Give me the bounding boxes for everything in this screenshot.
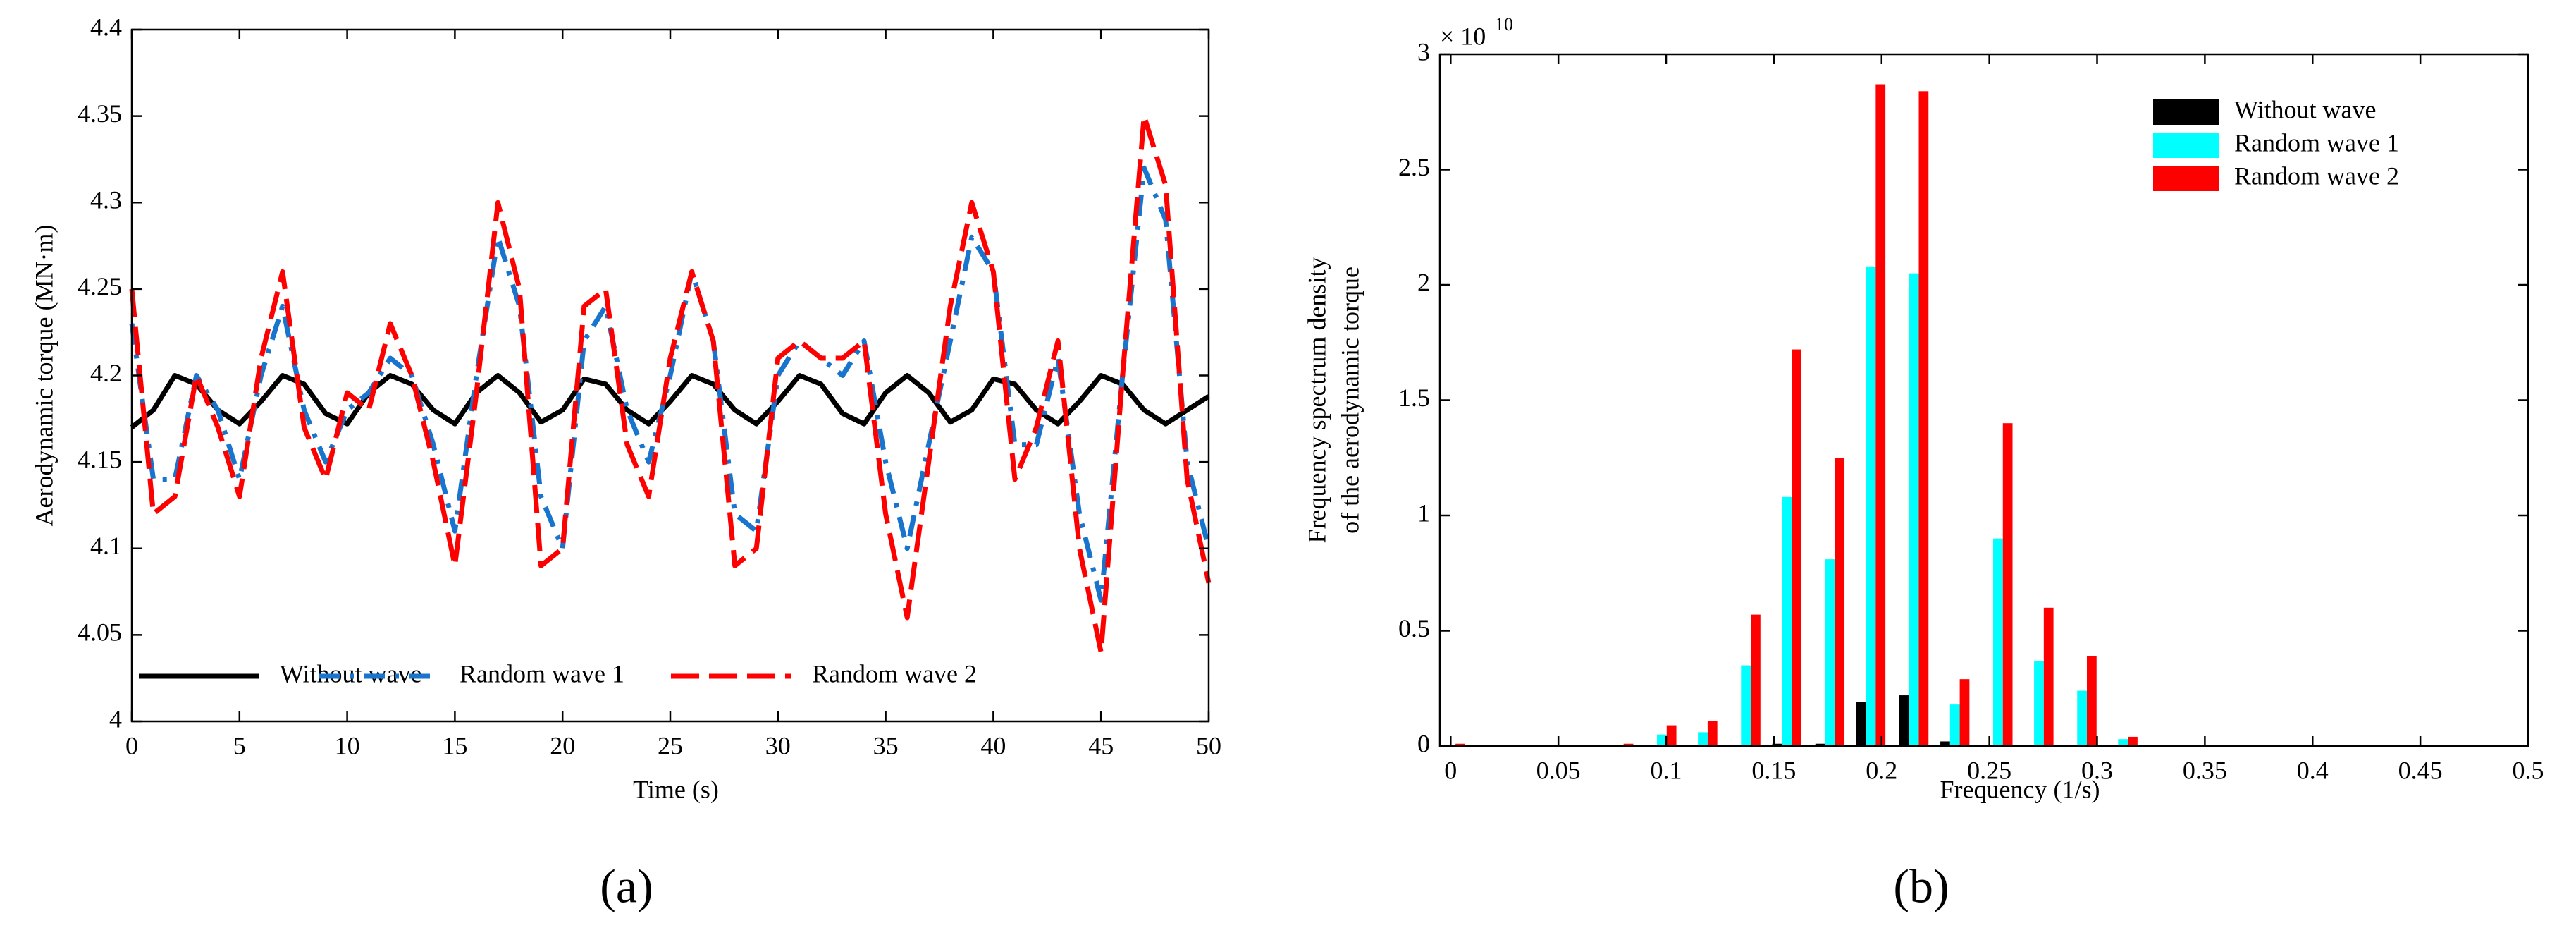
- y-tick-label: 4.3: [90, 186, 122, 214]
- legend-label: Random wave 1: [460, 659, 624, 688]
- y-tick-label: 4.15: [78, 445, 122, 473]
- x-tick-label: 0.25: [1967, 756, 2011, 784]
- bar: [2086, 656, 2097, 746]
- bar: [1835, 458, 1845, 746]
- bar: [2034, 661, 2044, 746]
- x-tick-label: 20: [550, 731, 575, 759]
- x-tick-label: 0.3: [2081, 756, 2113, 784]
- bar: [1792, 349, 1801, 746]
- x-tick-label: 25: [658, 731, 683, 759]
- bar: [1666, 725, 1677, 746]
- x-tick-label: 0.35: [2183, 756, 2227, 784]
- bar: [1949, 704, 1960, 746]
- y-tick-label: 1: [1417, 499, 1430, 527]
- x-tick-label: 0.05: [1536, 756, 1581, 784]
- x-tick-label: 5: [233, 731, 246, 759]
- bar: [1741, 665, 1751, 746]
- x-tick-label: 35: [873, 731, 899, 759]
- legend: Without wave Random wave 1 Random wave 2: [2153, 95, 2399, 191]
- x-tick-label: 0.4: [2297, 756, 2329, 784]
- y-tick-label: 0.5: [1398, 614, 1430, 642]
- y-tick-label: 4: [109, 704, 122, 733]
- bar: [1751, 614, 1761, 746]
- caption: (a): [600, 860, 653, 913]
- legend-label: Random wave 2: [2234, 161, 2399, 190]
- x-tick-label: 10: [335, 731, 360, 759]
- legend-label: Random wave 1: [2234, 128, 2399, 157]
- x-tick-label: 0: [1444, 756, 1457, 784]
- axis-multiplier: × 10: [1440, 22, 1486, 50]
- axis-multiplier-exponent: 10: [1495, 14, 1513, 35]
- bar: [1918, 91, 1929, 746]
- y-tick-label: 3: [1417, 37, 1430, 66]
- y-axis-label: Frequency spectrum density: [1302, 257, 1331, 544]
- plot-area: [129, 114, 1212, 655]
- x-tick-label: 15: [442, 731, 467, 759]
- bar: [1707, 721, 1718, 746]
- bar: [2118, 739, 2128, 746]
- x-tick-label: 0.2: [1866, 756, 1897, 784]
- legend-label: Random wave 2: [812, 659, 977, 688]
- y-tick-label: 4.05: [78, 618, 122, 647]
- x-axis-label: Frequency (1/s): [1940, 775, 2100, 803]
- y-tick-label: 4.1: [90, 532, 122, 560]
- bar: [1866, 266, 1876, 747]
- bar: [1856, 702, 1866, 746]
- y-axis-label: of the aerodynamic torque: [1336, 267, 1364, 534]
- chart: 0 0.05 0.1 0.15 0.2 0.25 0.3 0.35 0.4 0.45 0.5 0 0.5…: [1302, 14, 2544, 913]
- bar: [1657, 734, 1667, 746]
- bar: [1909, 273, 1919, 746]
- x-tick-label: 40: [980, 731, 1006, 759]
- bar: [1825, 559, 1835, 746]
- bar: [1772, 743, 1782, 746]
- y-tick-label: 4.4: [90, 13, 122, 41]
- y-tick-label: 4.35: [78, 99, 122, 128]
- bar: [2077, 690, 2087, 746]
- line-series: [129, 114, 1212, 655]
- legend: Without wave Random wave 1 Random wave 2: [139, 659, 977, 688]
- bar: [1875, 84, 1886, 746]
- x-tick-label: 45: [1088, 731, 1114, 759]
- y-tick-label: 2: [1417, 268, 1430, 296]
- y-tick-label: 1.5: [1398, 384, 1430, 412]
- y-axis-label: Aerodynamic torque (MN·m): [30, 225, 58, 527]
- x-tick-label: 0.45: [2398, 756, 2443, 784]
- bar: [1940, 741, 1950, 746]
- y-tick-label: 4.25: [78, 272, 122, 300]
- bar: [1698, 732, 1708, 746]
- legend-swatch: [2153, 166, 2219, 191]
- legend-label: Without wave: [280, 659, 422, 688]
- bar: [1959, 679, 1970, 746]
- x-tick-label: 0: [125, 731, 138, 759]
- x-axis-label: Time (s): [633, 775, 719, 803]
- bar: [1455, 743, 1465, 746]
- x-tick-label: 0.15: [1751, 756, 1796, 784]
- legend-label: Without wave: [2234, 95, 2377, 123]
- legend-swatch: [2153, 99, 2219, 125]
- line-series: [129, 165, 1212, 603]
- axes-frame: [1438, 53, 2529, 747]
- plot-area: [1455, 84, 2138, 747]
- legend-swatch: [2153, 133, 2219, 158]
- bar: [1815, 743, 1825, 746]
- y-tick-label: 4.2: [90, 359, 122, 387]
- bar: [1623, 743, 1634, 746]
- bar: [1782, 496, 1792, 746]
- chart: 0 5 10 15 20 25 30 35 40 45 50 4 4.05 4.1 4.15 4.2 4.25 4…: [30, 13, 1221, 912]
- y-tick-label: 0: [1417, 729, 1430, 757]
- bar: [2002, 423, 2013, 746]
- x-tick-label: 50: [1196, 731, 1221, 759]
- x-tick-label: 30: [765, 731, 791, 759]
- line-series: [130, 373, 1210, 429]
- bar: [2043, 607, 2054, 746]
- caption: (b): [1893, 860, 1949, 913]
- x-tick-label: 0.1: [1651, 756, 1682, 784]
- bar: [1899, 695, 1909, 746]
- bar: [2128, 736, 2138, 746]
- bar: [1992, 538, 2003, 746]
- y-tick-label: 2.5: [1398, 153, 1430, 181]
- x-tick-label: 0.5: [2513, 756, 2544, 784]
